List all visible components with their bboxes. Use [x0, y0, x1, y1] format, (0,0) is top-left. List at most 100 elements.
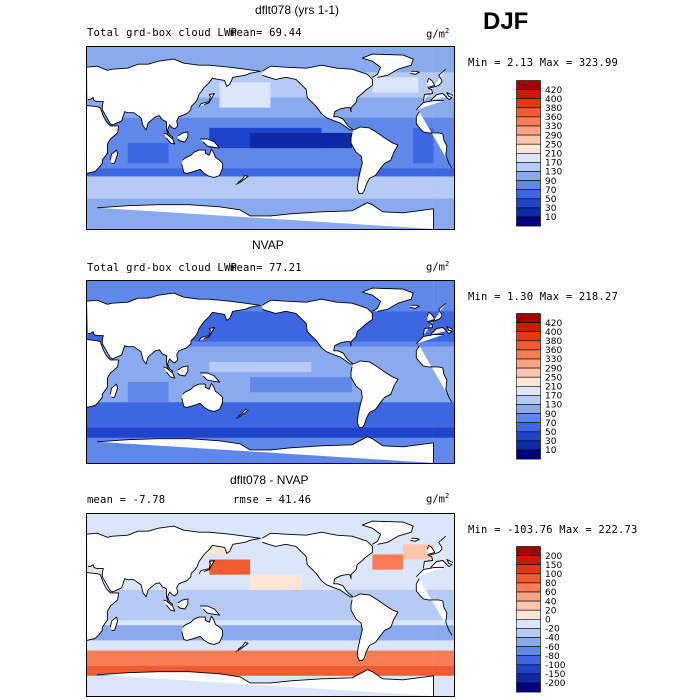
- colorbar-swatch: [516, 386, 541, 396]
- colorbar-label: 170: [545, 159, 562, 169]
- colorbar-swatch: [516, 180, 541, 190]
- colorbar-label: 50: [545, 195, 557, 205]
- field-patch: [87, 427, 434, 438]
- landmass-iceland: [410, 304, 420, 309]
- panel-3-map: [86, 513, 455, 697]
- landmass-australia: [181, 382, 224, 412]
- colorbar-label: 100: [545, 570, 562, 580]
- field-patch: [209, 559, 251, 575]
- landmass-australia: [181, 148, 224, 178]
- colorbar-label: 250: [545, 373, 562, 383]
- colorbar-label: 10: [545, 446, 557, 456]
- panel-3-rmse: rmse = 41.46: [233, 494, 312, 506]
- landmass-sumatra: [163, 599, 176, 612]
- coastlines: [87, 53, 454, 229]
- colorbar-swatch: [516, 628, 541, 638]
- colorbar-swatch: [516, 395, 541, 405]
- colorbar-swatch: [516, 358, 541, 369]
- colorbar-swatch: [516, 673, 541, 684]
- landmass-southAmerica: [350, 360, 399, 429]
- field-patch: [433, 311, 454, 342]
- colorbar-swatch: [516, 555, 541, 566]
- colorbar-label: 30: [545, 204, 557, 214]
- landmass-nz: [235, 408, 249, 419]
- colorbar-swatch: [516, 637, 541, 647]
- colorbar-label: 380: [545, 104, 562, 114]
- field-patch: [209, 361, 312, 372]
- colorbar-label: 130: [545, 168, 562, 178]
- colorbar-label: 70: [545, 419, 557, 429]
- landmass-sumatra: [163, 132, 176, 145]
- colorbar-swatch: [516, 546, 541, 556]
- colorbar-label: -60: [545, 643, 560, 653]
- field-patch: [250, 132, 353, 149]
- field-patch: [403, 544, 434, 560]
- field-patch: [87, 176, 434, 199]
- panel-1-field-label: Total grd-box cloud LWP: [87, 27, 237, 39]
- colorbar-swatch: [516, 98, 541, 109]
- landmass-newguinea: [200, 138, 220, 149]
- field-patch: [250, 574, 302, 590]
- colorbar-label: 380: [545, 337, 562, 347]
- field-patch: [372, 77, 419, 93]
- panel-1-units: g/m2: [426, 27, 450, 41]
- coastlines: [87, 520, 454, 696]
- field-patch: [199, 544, 230, 555]
- panel-3-title: dflt078 - NVAP: [230, 473, 309, 487]
- colorbar-swatch: [516, 153, 541, 163]
- landmass-greenland: [361, 53, 414, 78]
- landmass-borneo: [177, 365, 189, 377]
- landmass-antarctica: [97, 202, 434, 229]
- panel-3-colorbar: 200 150 100 80 60 40 20 0 -20 -40 -60 -80 -100 -150 -2…: [516, 546, 586, 698]
- colorbar-label: 360: [545, 346, 562, 356]
- landmass-southAmerica: [350, 126, 399, 195]
- colorbar-swatch: [516, 655, 541, 666]
- panel-2-map: [86, 280, 455, 464]
- panel-1-minmax: Min = 2.13 Max = 323.99: [468, 57, 618, 69]
- colorbar-swatch: [516, 376, 541, 387]
- field-patch: [433, 665, 454, 676]
- field-patch: [87, 168, 434, 177]
- colorbar-swatch: [516, 198, 541, 209]
- panel-1-title: dflt078 (yrs 1-1): [255, 3, 340, 17]
- field-patch: [87, 402, 434, 428]
- field-patch: [127, 143, 169, 164]
- field-patch: [433, 427, 454, 438]
- field-patch: [433, 168, 454, 177]
- landmass-eurasia: [87, 525, 454, 607]
- colorbar-swatch: [516, 349, 541, 360]
- colorbar-swatch: [516, 107, 541, 118]
- colorbar-swatch: [516, 89, 541, 100]
- landmass-africa: [87, 334, 453, 408]
- landmass-uk: [427, 544, 436, 555]
- landmass-northAmerica: [262, 64, 373, 131]
- season-label: DJF: [483, 8, 529, 35]
- landmass-japan: [198, 560, 215, 574]
- landmass-japan: [198, 93, 215, 107]
- field-patch: [433, 625, 454, 641]
- landmass-madagascar: [109, 149, 119, 164]
- landmass-antarctica: [97, 436, 434, 463]
- colorbar-label: 290: [545, 131, 562, 141]
- landmass-southAmerica: [350, 593, 399, 662]
- colorbar-label: 330: [545, 355, 562, 365]
- panel-1-mean: mean= 69.44: [230, 27, 302, 39]
- colorbar-swatch: [516, 189, 541, 200]
- landmass-borneo: [177, 598, 189, 610]
- colorbar-label: 400: [545, 95, 562, 105]
- panel-1-map: [86, 46, 455, 230]
- colorbar-swatch: [516, 171, 541, 181]
- landmass-greenland: [361, 287, 414, 312]
- landmass-newguinea: [200, 605, 220, 616]
- colorbar-swatch: [516, 440, 541, 451]
- colorbar-label: 10: [545, 213, 557, 223]
- colorbar-swatch: [516, 313, 541, 323]
- colorbar-swatch: [516, 367, 541, 378]
- panel-2-units: g/m2: [426, 260, 450, 274]
- colorbar-label: 50: [545, 428, 557, 438]
- colorbar-swatch: [516, 331, 541, 342]
- field-patch: [433, 176, 454, 199]
- landmass-borneo: [177, 131, 189, 143]
- colorbar-swatch: [516, 134, 541, 145]
- panel-2-minmax: Min = 1.30 Max = 218.27: [468, 291, 618, 303]
